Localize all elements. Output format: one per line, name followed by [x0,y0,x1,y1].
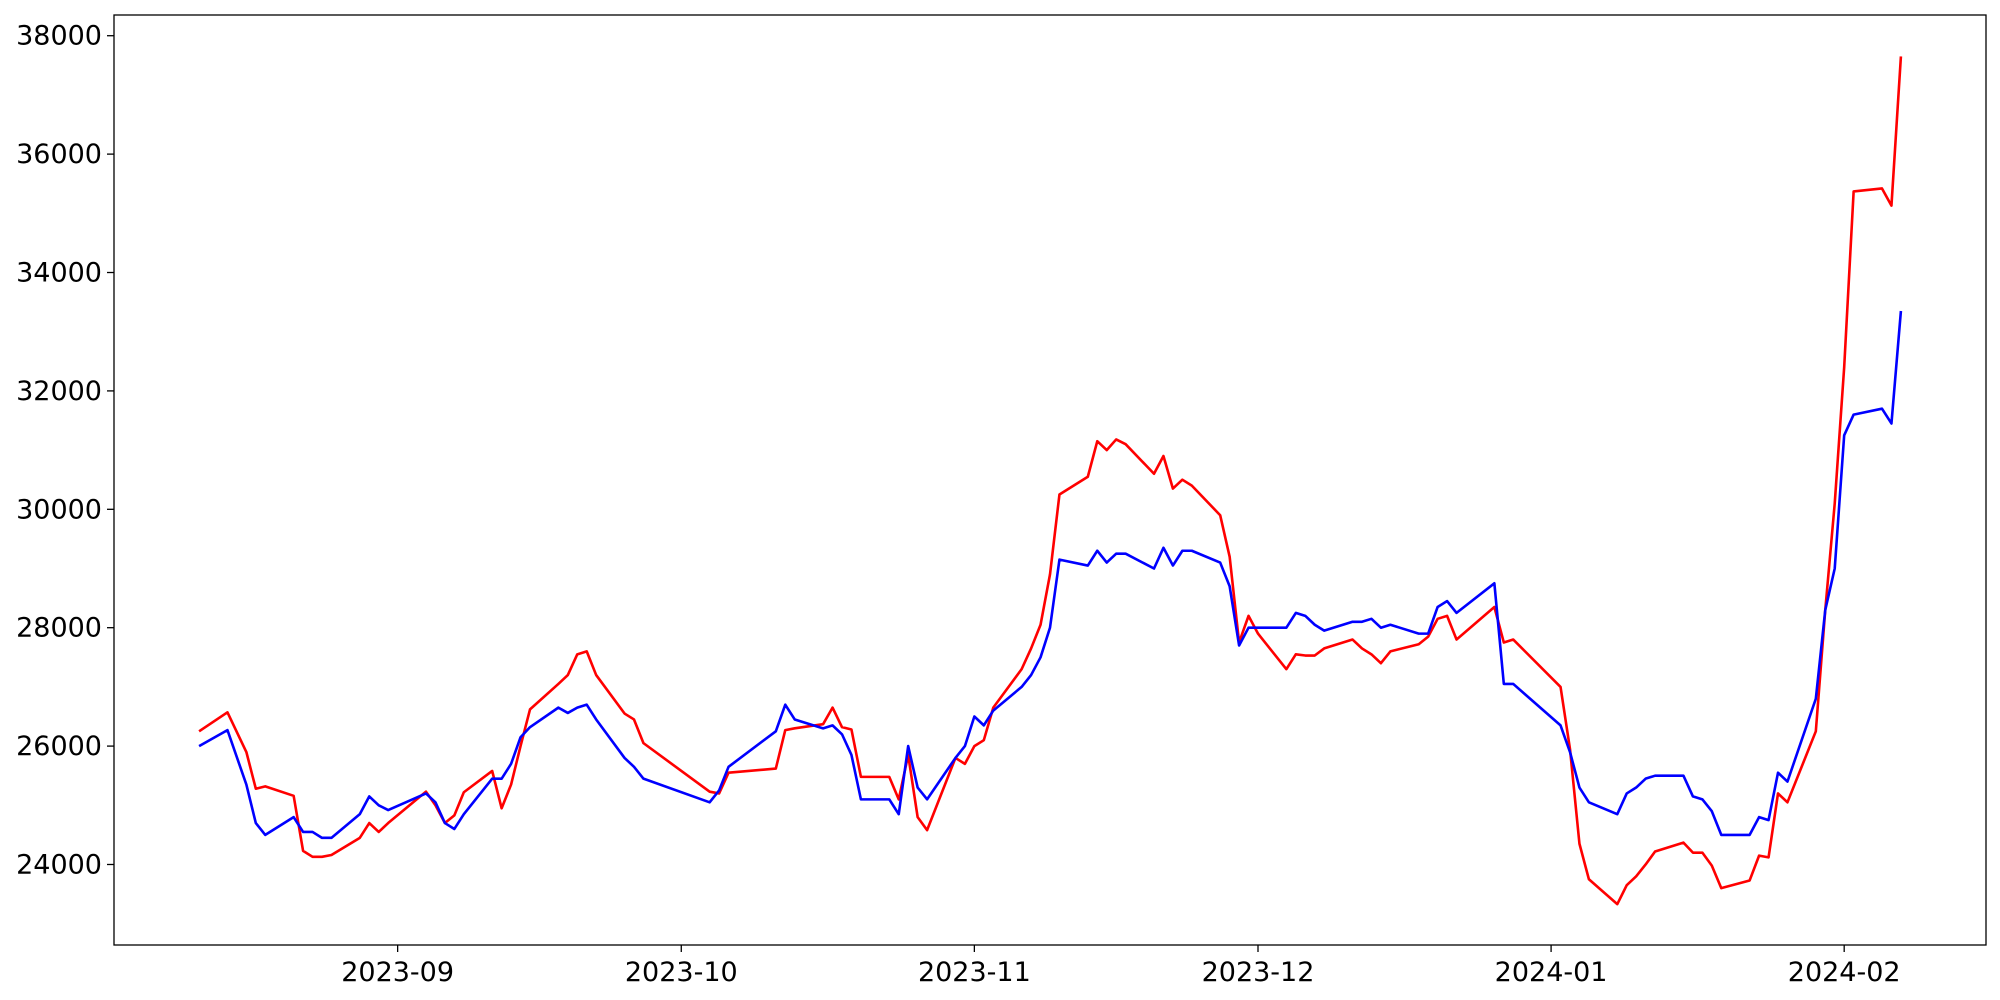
plot-frame [113,14,1987,946]
x-tick-label: 2023-12 [1202,957,1315,988]
x-tick-label: 2024-02 [1788,957,1901,988]
x-tick-label: 2023-11 [918,957,1031,988]
y-tick-label: 32000 [16,376,102,407]
series-line [198,310,1903,840]
y-tick-label: 38000 [16,21,102,52]
x-tick-label: 2023-10 [625,957,738,988]
y-tick-label: 30000 [16,494,102,525]
y-tick-label: 28000 [16,613,102,644]
y-tick-label: 24000 [16,849,102,880]
y-tick-label: 34000 [16,258,102,289]
x-tick-label: 2024-01 [1495,957,1608,988]
x-tick-label: 2023-09 [341,957,454,988]
y-tick-label: 36000 [16,139,102,170]
y-tick-label: 26000 [16,731,102,762]
series-line [198,56,1903,906]
